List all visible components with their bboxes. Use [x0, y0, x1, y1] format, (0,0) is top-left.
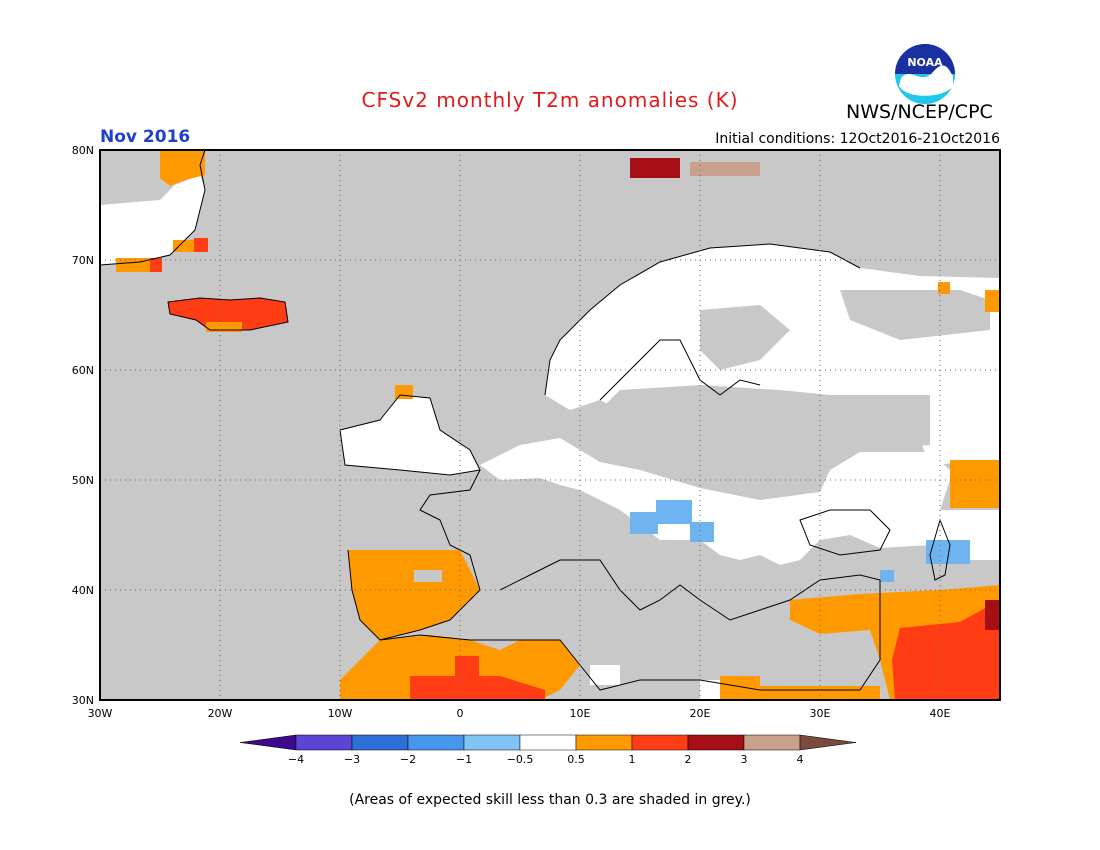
map-frame	[99, 149, 1001, 701]
coast-africa	[379, 634, 881, 691]
longitude-label: 10W	[328, 707, 353, 720]
longitude-label: 0	[457, 707, 464, 720]
region-scotland-orange	[395, 385, 413, 399]
region-iberia-orange	[348, 550, 480, 640]
legend-label: 1	[629, 753, 636, 766]
initial-conditions: Initial conditions: 12Oct2016-21Oct2016	[715, 131, 1000, 147]
legend-swatch	[351, 734, 409, 751]
region-mideast-red	[892, 600, 1000, 700]
region-caspian-blue	[880, 570, 894, 582]
region-balkans-blue-1	[656, 500, 692, 524]
legend-label: 0.5	[567, 753, 585, 766]
legend-swatch	[519, 734, 577, 751]
longitude-label: 10E	[570, 707, 591, 720]
chart-title: CFSv2 monthly T2m anomalies (K)	[361, 88, 739, 112]
region-balkans-blue-3	[690, 522, 714, 542]
coast-caspian	[929, 518, 951, 581]
agency-label: NWS/NCEP/CPC	[846, 101, 993, 123]
region-iberia-grey	[414, 570, 442, 582]
legend-swatch	[575, 734, 633, 751]
coast-iberia	[347, 549, 451, 641]
region-kola-orange-2	[938, 282, 950, 294]
region-egypt-orange	[760, 686, 880, 700]
forecast-month: Nov 2016	[100, 127, 191, 147]
legend-swatch	[631, 734, 689, 751]
region-uk-white	[340, 395, 480, 475]
longitude-label: 20E	[690, 707, 711, 720]
legend-label: 2	[685, 753, 692, 766]
legend-label: −3	[344, 753, 360, 766]
legend-label: −4	[288, 753, 304, 766]
legend-swatch	[407, 734, 465, 751]
latitude-label: 80N	[72, 144, 94, 157]
region-grey-east	[580, 385, 930, 500]
logo-text: NOAA	[907, 56, 943, 69]
region-africa-red	[410, 676, 545, 700]
region-balkans-blue-2	[630, 512, 658, 534]
legend-swatch	[687, 734, 745, 751]
coast-black-sea	[799, 509, 891, 556]
coast-greenland	[100, 150, 206, 266]
longitude-label: 30E	[810, 707, 831, 720]
longitude-label: 20W	[208, 707, 233, 720]
longitude-labels: 30W 20W 10W 0 10E 20E 30E 40E	[88, 707, 951, 720]
longitude-label: 40E	[930, 707, 951, 720]
region-greenland-orange-2	[116, 258, 156, 272]
region-grey-baltic	[700, 305, 790, 370]
region-greenland-red-2	[194, 238, 208, 252]
region-grey-russia	[840, 290, 990, 340]
region-svalbard-tan	[690, 162, 760, 176]
latitude-label: 60N	[72, 364, 94, 377]
latitude-label: 30N	[72, 694, 94, 707]
region-greenland-orange	[160, 150, 205, 186]
region-kola-orange	[985, 290, 1000, 312]
region-africa-red-2	[455, 656, 479, 676]
legend-label: 3	[741, 753, 748, 766]
latitude-label: 40N	[72, 584, 94, 597]
legend-label: −1	[456, 753, 472, 766]
region-central-white	[480, 438, 1000, 565]
color-legend: −4 −3 −2 −1 −0.5 0.5 1 2 3 4	[239, 734, 857, 766]
legend-label: −2	[400, 753, 416, 766]
legend-label: 4	[797, 753, 804, 766]
coast-uk	[339, 394, 481, 476]
legend-swatch	[295, 734, 353, 751]
coast-scandinavia	[544, 243, 861, 396]
region-kazakh-orange	[950, 460, 1000, 508]
latitude-labels: 80N 70N 60N 50N 40N 30N	[72, 144, 94, 707]
latitude-label: 50N	[72, 474, 94, 487]
legend-arrow-high	[799, 734, 857, 751]
latitude-label: 70N	[72, 254, 94, 267]
region-mideast-darkred	[985, 600, 1000, 630]
legend-arrow-low	[239, 734, 297, 751]
coast-europe-west	[419, 469, 481, 621]
region-white-africa	[590, 665, 620, 685]
region-caucasus-blue	[926, 540, 970, 564]
anomaly-fields	[100, 150, 1000, 700]
region-white-libya	[700, 680, 720, 700]
legend-label: −0.5	[507, 753, 534, 766]
legend-swatch	[743, 734, 801, 751]
region-libya-orange	[720, 676, 760, 700]
region-iceland	[168, 298, 288, 330]
region-greenland-red	[150, 258, 162, 272]
longitude-label: 30W	[88, 707, 113, 720]
region-iceland-orange	[206, 322, 242, 332]
noaa-logo-icon: NOAA	[895, 44, 955, 104]
legend-swatch	[463, 734, 521, 751]
coast-iceland	[167, 297, 289, 331]
skill-footnote: (Areas of expected skill less than 0.3 a…	[349, 792, 751, 808]
region-svalbard-darkred	[630, 158, 680, 178]
